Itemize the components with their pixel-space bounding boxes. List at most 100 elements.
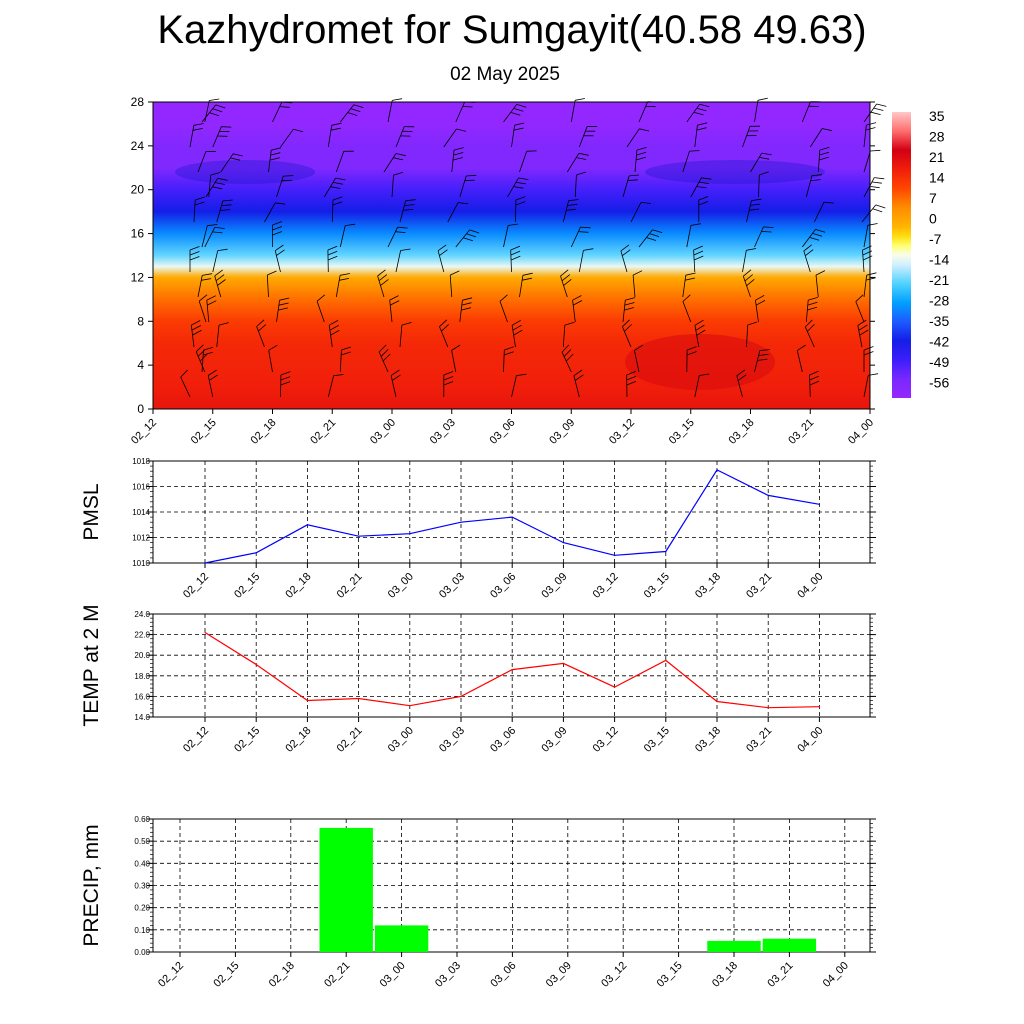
wind-barb bbox=[205, 177, 228, 198]
barb-staff bbox=[455, 101, 466, 123]
barb-feather bbox=[564, 321, 575, 326]
x-tick-label: 03_12 bbox=[591, 571, 621, 601]
wind-barb bbox=[622, 174, 640, 198]
x-tick-label: 03_18 bbox=[693, 725, 723, 755]
wind-barb bbox=[630, 202, 651, 223]
barb-staff bbox=[256, 326, 265, 348]
barb-staff bbox=[378, 351, 389, 373]
barb-feather bbox=[746, 278, 755, 287]
wind-barb bbox=[698, 196, 709, 222]
wind-barb bbox=[746, 321, 758, 348]
barb-feather bbox=[202, 273, 213, 276]
barb-feather bbox=[629, 174, 640, 177]
wind-barb bbox=[519, 272, 533, 298]
x-tick-label: 03_15 bbox=[642, 571, 672, 601]
y-tick-label: 0.30 bbox=[134, 882, 150, 891]
x-tick-label: 02_18 bbox=[267, 960, 297, 990]
x-tick-label: 03_12 bbox=[591, 725, 621, 755]
barb-feather bbox=[693, 250, 704, 256]
barb-staff bbox=[742, 126, 751, 148]
wind-barb bbox=[503, 223, 519, 248]
wind-barb bbox=[863, 223, 878, 248]
barb-feather bbox=[871, 181, 882, 184]
barb-feather bbox=[761, 231, 772, 233]
barb-feather bbox=[330, 186, 341, 189]
barb-feather bbox=[503, 351, 514, 356]
barb-feather bbox=[333, 374, 344, 377]
barb-feather bbox=[863, 351, 874, 356]
wind-barb bbox=[316, 294, 326, 323]
barb-feather bbox=[268, 344, 278, 351]
barb-staff bbox=[264, 202, 276, 223]
barb-feather bbox=[809, 375, 820, 381]
barb-feather bbox=[327, 255, 338, 261]
barb-feather bbox=[568, 199, 579, 202]
barb-staff bbox=[862, 250, 865, 273]
barb-feather bbox=[624, 324, 632, 332]
wind-barb bbox=[561, 344, 574, 373]
barb-feather bbox=[858, 324, 868, 331]
barb-feather bbox=[809, 237, 820, 241]
barb-feather bbox=[513, 329, 523, 336]
wind-barb bbox=[339, 104, 364, 123]
barb-staff bbox=[863, 125, 867, 148]
barb-staff bbox=[754, 226, 764, 248]
y-tick-label: 24.0 bbox=[134, 610, 150, 619]
barb-feather bbox=[626, 375, 637, 381]
y-axis-label: TEMP at 2 M bbox=[80, 604, 103, 726]
barb-feather bbox=[329, 320, 339, 326]
x-tick-label: 03_12 bbox=[599, 960, 629, 990]
barb-feather bbox=[818, 156, 829, 161]
barb-staff bbox=[813, 202, 825, 223]
barb-feather bbox=[819, 151, 830, 156]
wind-barb bbox=[327, 374, 344, 398]
barb-staff bbox=[754, 350, 761, 373]
wind-barb bbox=[280, 371, 291, 398]
barb-feather bbox=[512, 324, 522, 331]
barb-feather bbox=[807, 306, 818, 311]
barb-feather bbox=[646, 237, 657, 241]
barb-feather bbox=[214, 269, 223, 277]
barb-staff bbox=[758, 174, 760, 198]
barb-feather bbox=[189, 251, 200, 256]
colorbar-label: 21 bbox=[929, 149, 945, 165]
barb-feather bbox=[221, 204, 232, 207]
barb-feather bbox=[378, 344, 387, 353]
wind-barb bbox=[863, 272, 877, 298]
wind-barb bbox=[499, 294, 508, 323]
wind-barb bbox=[387, 98, 403, 123]
data-point bbox=[204, 631, 206, 634]
barb-feather bbox=[574, 374, 584, 381]
barb-feather bbox=[180, 369, 188, 378]
wind-barb bbox=[755, 295, 766, 323]
barb-staff bbox=[620, 250, 628, 273]
barb-feather bbox=[462, 106, 473, 108]
barb-feather bbox=[283, 175, 294, 177]
barb-staff bbox=[390, 375, 397, 398]
barb-feather bbox=[694, 319, 704, 326]
data-point bbox=[614, 686, 616, 688]
colorbar-label: -49 bbox=[929, 354, 949, 370]
barb-feather bbox=[750, 203, 761, 206]
y-tick-label: 1012 bbox=[132, 534, 150, 543]
barb-feather bbox=[510, 245, 521, 251]
wind-barb bbox=[503, 346, 514, 373]
wind-barb bbox=[570, 98, 585, 123]
colorbar-label: 7 bbox=[929, 190, 937, 206]
y-tick-label: 12 bbox=[131, 270, 145, 284]
barb-staff bbox=[399, 200, 407, 223]
wind-barb bbox=[193, 196, 205, 223]
barb-staff bbox=[391, 175, 394, 198]
barb-feather bbox=[578, 231, 589, 233]
y-tick-label: 1018 bbox=[132, 457, 150, 466]
x-tick-label: 03_03 bbox=[437, 571, 467, 601]
barb-feather bbox=[405, 199, 416, 202]
barb-feather bbox=[640, 202, 651, 204]
barb-feather bbox=[759, 157, 770, 160]
barb-staff bbox=[193, 199, 196, 223]
wind-barb bbox=[189, 246, 200, 272]
barb-feather bbox=[278, 307, 288, 311]
barb-feather bbox=[869, 186, 880, 189]
wind-barb bbox=[863, 177, 885, 198]
barb-feather bbox=[400, 248, 411, 251]
